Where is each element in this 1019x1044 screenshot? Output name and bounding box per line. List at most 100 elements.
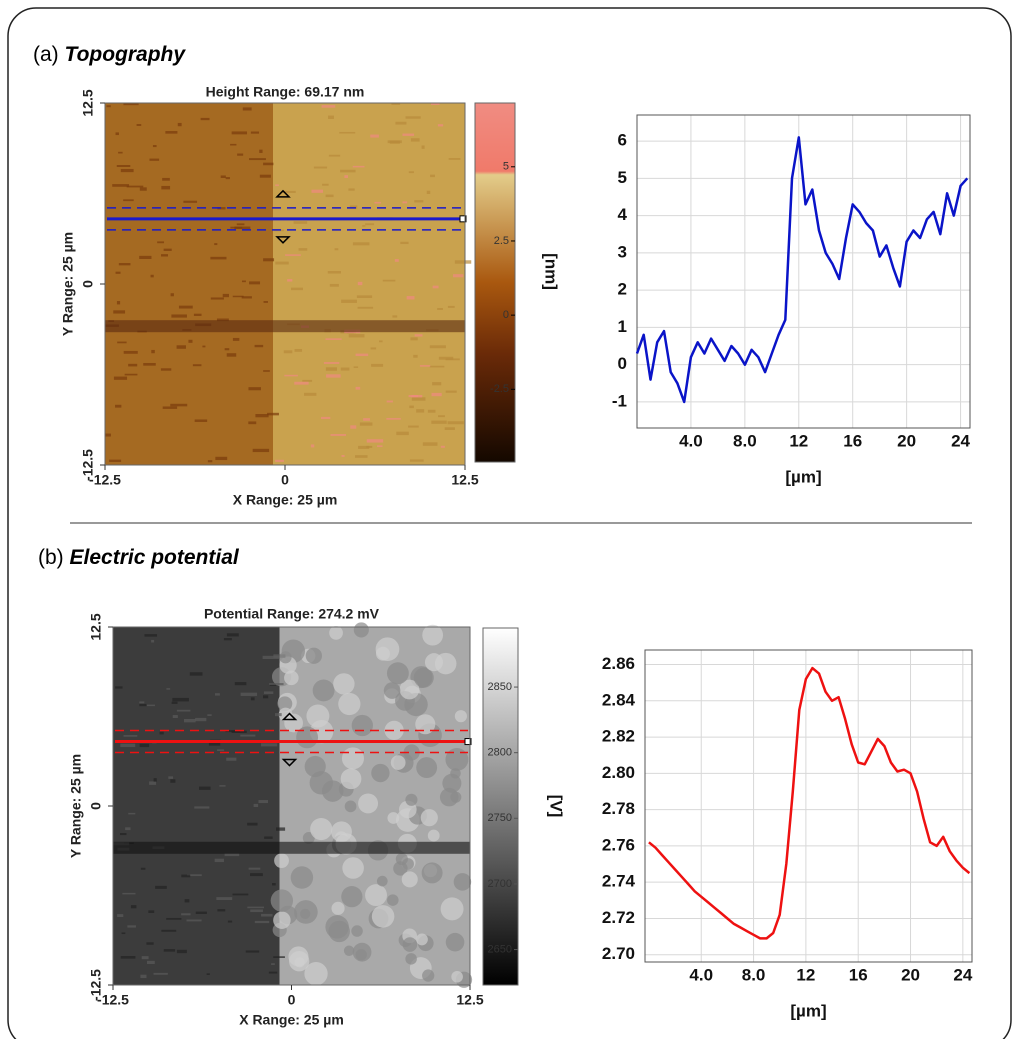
map-texture [177, 122, 182, 127]
map-texture [344, 175, 348, 179]
frame [7, 7, 1012, 1044]
map-texture [248, 867, 261, 870]
map-texture [161, 929, 177, 932]
y-tick-label: 2.82 [602, 727, 635, 746]
map-texture [302, 832, 315, 844]
map-texture [331, 901, 345, 915]
map-texture [402, 201, 408, 204]
map-texture [394, 259, 399, 262]
map-texture [210, 256, 227, 260]
map-texture [149, 781, 157, 785]
map-texture [139, 703, 147, 707]
map-texture [342, 857, 364, 879]
map-texture [199, 786, 211, 790]
map-texture [130, 905, 137, 909]
map-texture [341, 747, 364, 770]
map-texture [200, 117, 210, 121]
x-tick-label: 16 [849, 965, 868, 984]
map-texture [195, 911, 207, 914]
map-texture [253, 803, 259, 808]
map-texture [341, 886, 363, 908]
map-texture [325, 338, 342, 340]
y-tick-label: 2.70 [602, 944, 635, 963]
map-texture [227, 920, 233, 923]
map-texture [321, 105, 336, 108]
map-texture [273, 911, 291, 929]
map-texture [391, 103, 401, 105]
map-texture [106, 105, 111, 108]
map-texture [176, 709, 191, 712]
map-texture [115, 271, 121, 274]
map-texture [395, 852, 408, 866]
map-texture [313, 166, 328, 169]
panel-title: Electric potential [70, 546, 240, 569]
map-texture [222, 293, 229, 298]
profile-handle [464, 738, 472, 746]
map-texture [304, 962, 328, 986]
map-texture [427, 409, 436, 413]
colorbar-tick-label: 5 [503, 161, 509, 173]
map-texture [422, 624, 444, 646]
map-texture [161, 185, 171, 190]
map-texture [249, 281, 261, 285]
map-texture [188, 339, 193, 343]
map-texture [161, 254, 169, 257]
map-texture [216, 897, 233, 901]
map-texture [263, 695, 269, 699]
map-texture [269, 683, 284, 686]
map-texture [438, 415, 445, 418]
map-texture [321, 780, 344, 802]
map-texture [405, 953, 417, 965]
map-texture [186, 874, 202, 877]
y-tick-label: 2 [618, 280, 627, 299]
map-texture [358, 445, 370, 449]
map-texture [447, 421, 464, 425]
x-tick-label: -12.5 [97, 992, 129, 1008]
x-tick-label: -12.5 [89, 472, 121, 488]
map-texture [224, 348, 230, 351]
map-texture [410, 138, 420, 142]
y-tick-label: 2.74 [602, 872, 636, 891]
map-texture [285, 254, 301, 256]
map-texture [310, 444, 315, 448]
map-texture [217, 749, 225, 752]
x-tick-label: 24 [953, 965, 972, 984]
y-tick-label: -12.5 [88, 969, 104, 1001]
map-texture [268, 971, 278, 974]
map-texture [126, 185, 144, 188]
map-texture [247, 906, 265, 909]
map-texture [120, 168, 134, 173]
plot-frame [644, 649, 973, 963]
map-texture [304, 392, 317, 396]
map-texture [444, 427, 455, 430]
map-texture [120, 743, 136, 748]
map-texture [348, 188, 355, 191]
map-texture [353, 366, 359, 368]
map-texture [438, 356, 454, 360]
map-texture [224, 853, 240, 857]
map-texture [312, 679, 335, 702]
map-texture [419, 365, 431, 367]
plot-area [645, 650, 972, 962]
map-texture [193, 313, 202, 316]
map-texture [405, 116, 421, 119]
y-tick-label: 2.72 [602, 908, 635, 927]
x-tick-label: 0 [288, 992, 296, 1008]
map-texture [271, 963, 275, 965]
map-texture [341, 455, 345, 457]
map-texture [437, 307, 443, 310]
map-texture [422, 442, 438, 446]
map-texture [284, 670, 299, 686]
map-texture [340, 169, 356, 173]
map-texture [351, 714, 373, 737]
map-texture [250, 909, 263, 913]
colorbar-tick-label: 0 [503, 309, 509, 321]
map-texture [127, 925, 136, 928]
map-texture [274, 853, 289, 869]
map-texture [454, 710, 467, 723]
x-axis-label: [µm] [785, 467, 821, 486]
map-texture [329, 626, 343, 640]
map-texture [283, 350, 293, 354]
y-tick-label: 5 [618, 168, 627, 187]
